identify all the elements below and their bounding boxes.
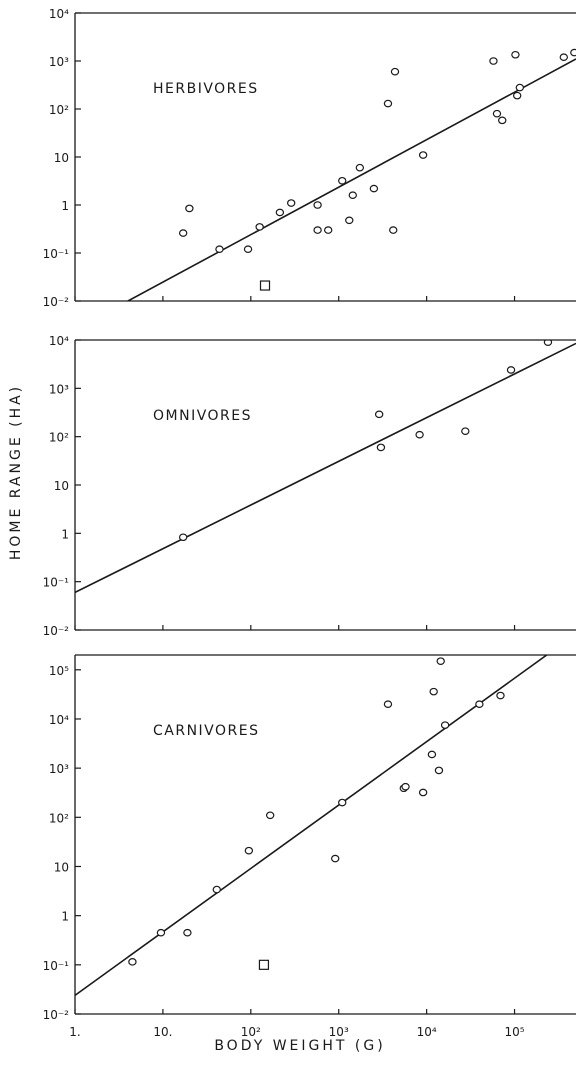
panel-herbivores [127, 48, 576, 301]
x-tick-label: 1. [69, 1025, 80, 1039]
data-point [512, 91, 522, 100]
y-axis-title: HOME RANGE (HA) [8, 384, 24, 560]
y-tick-label: 10³ [49, 382, 69, 396]
data-point [489, 57, 498, 65]
data-point [515, 83, 525, 92]
y-tick-label: 10⁻¹ [43, 959, 70, 973]
data-point [338, 798, 347, 807]
data-point [418, 151, 428, 159]
data-point [345, 216, 354, 225]
data-point [461, 427, 470, 435]
y-tick-label: 10⁻¹ [43, 247, 70, 261]
x-tick-label: 10. [153, 1025, 172, 1039]
data-point [275, 208, 285, 217]
data-point [128, 958, 137, 966]
data-point [429, 687, 438, 696]
data-point [389, 226, 398, 234]
data-point [324, 226, 333, 234]
y-tick-label: 10³ [49, 762, 69, 776]
square-data-point [258, 959, 270, 970]
data-point [215, 245, 224, 253]
x-axis-title: BODY WEIGHT (G) [214, 1038, 385, 1054]
data-point [440, 721, 450, 729]
data-point [511, 50, 520, 59]
data-point [265, 811, 275, 820]
y-tick-label: 10⁴ [49, 7, 69, 21]
y-tick-label: 10³ [49, 55, 69, 69]
y-tick-label: 10 [54, 860, 69, 874]
y-tick-label: 10⁻² [43, 624, 70, 638]
data-point [178, 533, 188, 542]
y-tick-label: 10⁴ [49, 334, 69, 348]
data-point [244, 846, 254, 855]
y-tick-label: 10⁻² [43, 1008, 70, 1022]
data-point [313, 226, 322, 234]
data-point [427, 750, 437, 759]
x-tick-label: 10⁴ [417, 1025, 437, 1039]
data-point [492, 109, 502, 118]
data-point [287, 199, 296, 207]
panel-title: OMNIVORES [153, 408, 252, 424]
x-tick-label: 10⁵ [505, 1025, 525, 1039]
data-point [383, 700, 393, 708]
y-tick-label: 10² [49, 811, 69, 825]
data-point [401, 782, 410, 791]
y-tick-label: 10⁴ [49, 713, 69, 727]
y-tick-label: 10 [54, 151, 69, 165]
y-tick-label: 1 [61, 527, 69, 541]
regression-line [127, 58, 576, 301]
data-point [331, 854, 340, 863]
panel-title: CARNIVORES [153, 723, 260, 739]
data-point [434, 766, 444, 775]
data-point [436, 657, 445, 665]
y-tick-label: 1 [61, 910, 69, 924]
regression-line [75, 342, 576, 594]
y-tick-label: 10⁵ [49, 664, 69, 678]
x-tick-label: 10² [241, 1025, 261, 1039]
data-point [338, 176, 347, 185]
data-point [543, 340, 553, 347]
data-point [156, 928, 166, 937]
data-point [369, 184, 379, 193]
y-tick-label: 1 [61, 199, 69, 213]
data-point [559, 53, 568, 61]
panel-title: HERBIVORES [153, 81, 259, 97]
data-point [243, 245, 253, 253]
data-point [183, 928, 192, 937]
data-point [355, 163, 365, 172]
data-point [475, 700, 484, 708]
data-point [383, 99, 393, 108]
data-point [212, 885, 221, 894]
data-point [255, 223, 264, 231]
data-point [390, 67, 400, 76]
y-tick-label: 10⁻¹ [43, 576, 70, 590]
data-point [570, 48, 576, 57]
panel-omnivores [75, 340, 576, 594]
y-tick-label: 10 [54, 479, 69, 493]
regression-line [75, 655, 549, 996]
data-point [313, 201, 322, 209]
square-data-point [259, 280, 271, 291]
data-point [496, 691, 505, 700]
data-point [185, 204, 194, 213]
data-point [348, 191, 357, 200]
data-point [178, 229, 188, 237]
y-tick-label: 10⁻² [43, 295, 70, 309]
data-point [498, 116, 507, 125]
data-point [374, 410, 384, 419]
y-tick-label: 10² [49, 103, 69, 117]
x-tick-label: 10³ [329, 1025, 349, 1039]
data-point [418, 788, 428, 797]
data-point [376, 443, 386, 452]
data-point [415, 430, 424, 439]
panel-carnivores [75, 655, 549, 996]
y-tick-label: 10² [49, 431, 69, 445]
data-point [506, 366, 516, 374]
